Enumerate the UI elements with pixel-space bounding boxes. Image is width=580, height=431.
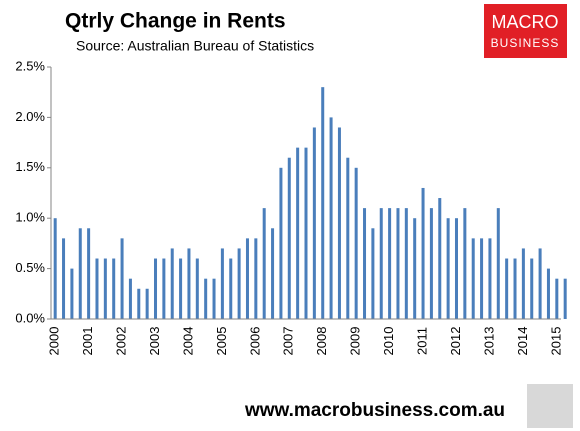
bar [128, 278, 132, 319]
x-tick-label: 2004 [180, 327, 195, 356]
bar [363, 208, 367, 319]
bar [78, 228, 82, 319]
bar [496, 208, 500, 319]
bar [471, 238, 475, 319]
bar [254, 238, 258, 319]
bar [446, 218, 450, 319]
x-tick-label: 2005 [214, 327, 229, 356]
bar [229, 258, 233, 319]
chart-subtitle: Source: Australian Bureau of Statistics [76, 38, 314, 54]
bar [346, 157, 350, 319]
bar [329, 117, 333, 320]
bar [70, 268, 74, 319]
bar [195, 258, 199, 319]
bar [429, 208, 433, 319]
bar [53, 218, 57, 319]
x-tick-label: 2012 [448, 327, 463, 356]
bar [170, 248, 174, 319]
bar [304, 147, 308, 319]
bar [220, 248, 224, 319]
x-tick-label: 2013 [481, 327, 496, 356]
bar [237, 248, 241, 319]
bar [404, 208, 408, 319]
bar [321, 87, 325, 319]
bar [120, 238, 124, 319]
bar [538, 248, 542, 319]
bar [505, 258, 509, 319]
bar [530, 258, 534, 319]
x-tick-label: 2007 [281, 327, 296, 356]
bar [480, 238, 484, 319]
bar [103, 258, 107, 319]
bar [179, 258, 183, 319]
x-tick-label: 2002 [114, 327, 129, 356]
bar [413, 218, 417, 319]
bar [546, 268, 550, 319]
bar [488, 238, 492, 319]
bar [112, 258, 116, 319]
bar [396, 208, 400, 319]
bar [371, 228, 375, 319]
bar [563, 278, 567, 319]
x-tick-label: 2001 [80, 327, 95, 356]
logo-text: BUSINESS [491, 36, 560, 50]
x-tick-label: 2006 [247, 327, 262, 356]
y-tick-label: 0.5% [15, 260, 45, 275]
x-tick-label: 2010 [381, 327, 396, 356]
bar [87, 228, 91, 319]
bar [337, 127, 341, 319]
bar [62, 238, 66, 319]
bar [354, 167, 358, 319]
bar [513, 258, 517, 319]
x-tick-label: 2015 [548, 327, 563, 356]
y-tick-label: 1.5% [15, 159, 45, 174]
bar [162, 258, 166, 319]
bar [296, 147, 300, 319]
y-tick-label: 0.0% [15, 310, 45, 325]
x-tick-label: 2008 [314, 327, 329, 356]
logo-box [484, 4, 567, 58]
bar [421, 187, 425, 319]
logo-text: MACRO [492, 12, 559, 32]
bar [262, 208, 266, 319]
bar [555, 278, 559, 319]
logo-image [527, 384, 573, 428]
bar [145, 288, 149, 319]
bar [137, 288, 141, 319]
x-tick-label: 2003 [147, 327, 162, 356]
bar [212, 278, 216, 319]
x-tick-label: 2000 [47, 327, 62, 356]
x-tick-label: 2009 [348, 327, 363, 356]
bar [388, 208, 392, 319]
bar [245, 238, 249, 319]
bar [287, 157, 291, 319]
bar [187, 248, 191, 319]
bar [154, 258, 158, 319]
bar [271, 228, 275, 319]
bar [204, 278, 208, 319]
bar [279, 167, 283, 319]
bar [463, 208, 467, 319]
y-tick-label: 2.5% [15, 58, 45, 73]
x-tick-label: 2014 [515, 327, 530, 356]
footer-url: www.macrobusiness.com.au [244, 400, 505, 421]
bar [521, 248, 525, 319]
bar [312, 127, 316, 319]
bar [379, 208, 383, 319]
y-tick-label: 1.0% [15, 210, 45, 225]
bar [95, 258, 99, 319]
bar [454, 218, 458, 319]
x-tick-label: 2011 [414, 327, 429, 355]
y-tick-label: 2.0% [15, 109, 45, 124]
chart-title: Qtrly Change in Rents [65, 10, 286, 33]
bar [438, 198, 442, 319]
